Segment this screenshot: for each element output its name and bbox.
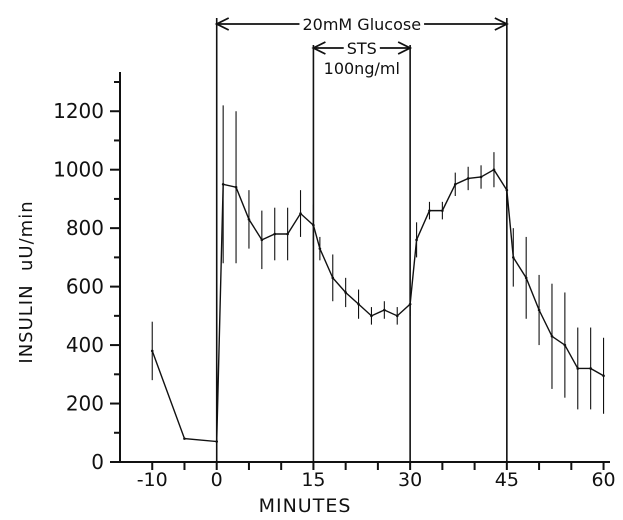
data-point	[299, 212, 302, 215]
y-tick-label: 800	[66, 216, 104, 240]
y-tick-label: 0	[91, 450, 104, 474]
data-point	[312, 223, 315, 227]
data-point	[234, 185, 238, 189]
x-tick-label: 45	[495, 469, 519, 491]
data-point	[602, 374, 605, 378]
bracket-label: 20mM Glucose	[302, 15, 421, 34]
data-point	[466, 177, 470, 180]
data-point	[415, 238, 418, 242]
data-point	[441, 209, 444, 212]
data-point	[537, 308, 541, 312]
data-point	[550, 335, 554, 338]
data-point	[524, 276, 528, 280]
data-point	[383, 308, 386, 312]
data-point	[563, 343, 567, 347]
y-tick-label: 400	[66, 333, 104, 357]
data-point	[344, 291, 347, 294]
data-point	[273, 232, 277, 236]
y-axis-label: INSULIN uU/min	[16, 200, 37, 363]
x-tick-label: 30	[398, 469, 422, 491]
x-axis-label: MINUTES	[259, 495, 352, 517]
data-point	[589, 367, 592, 370]
bracket-label-bg	[343, 38, 380, 59]
data-point	[511, 256, 515, 259]
bracket-label: STS	[347, 39, 377, 58]
bracket-arrow-left	[214, 17, 230, 31]
y-tick-label: 600	[66, 275, 104, 299]
bracket-label-line2: 100ng/ml	[324, 59, 400, 78]
data-point	[221, 183, 225, 186]
data-point	[408, 302, 412, 306]
x-tick-label: 0	[211, 469, 223, 491]
data-point	[370, 314, 373, 318]
bracket-arrow-right	[494, 17, 509, 31]
x-tick-label: 60	[591, 469, 615, 491]
data-point	[150, 349, 154, 353]
insulin-series-line	[151, 168, 604, 443]
bracket-label-bg	[299, 14, 425, 35]
bracket-arrow-right	[397, 41, 413, 55]
bracket-annotation: 20mM Glucose	[214, 14, 509, 35]
data-point	[331, 276, 335, 280]
data-point	[260, 238, 264, 242]
y-tick-label: 200	[66, 392, 104, 416]
y-tick-label: 1200	[53, 99, 104, 123]
bracket-arrow-left	[311, 41, 326, 55]
x-tick-label: 15	[301, 469, 325, 491]
data-point	[428, 209, 431, 212]
x-tick-label: -10	[137, 469, 168, 491]
data-point	[395, 314, 399, 318]
data-point	[247, 218, 251, 221]
y-tick-label: 1000	[53, 158, 104, 182]
data-point	[183, 437, 186, 440]
data-point	[453, 183, 457, 186]
data-point	[286, 232, 289, 236]
data-point	[215, 440, 219, 443]
data-point	[318, 247, 322, 250]
data-point	[357, 302, 360, 306]
data-point	[576, 367, 580, 370]
data-point	[492, 168, 496, 171]
data-point	[505, 188, 509, 192]
data-point	[479, 175, 483, 179]
